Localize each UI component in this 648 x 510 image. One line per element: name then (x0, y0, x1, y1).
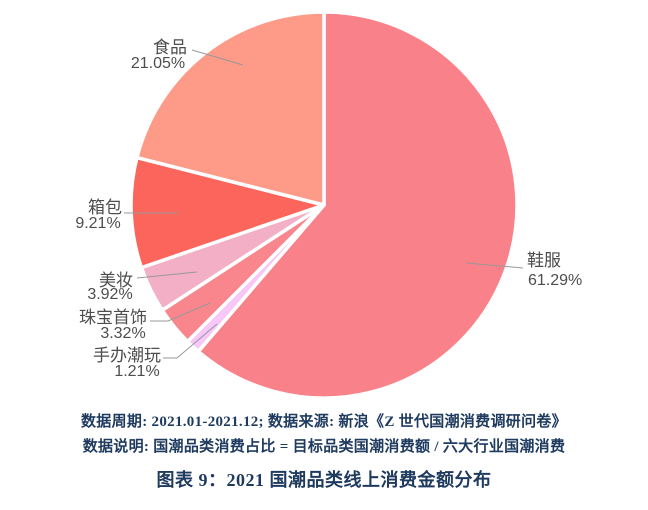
pie-slice-shipin (135, 10, 326, 207)
leader-line-zhubao-shoushi (150, 302, 211, 322)
leader-line-xiefu (465, 262, 524, 269)
slice-percent-xiefu: 61.29% (528, 272, 582, 289)
data-description-note: 数据说明: 国潮品类消费占比 = 目标品类国潮消费额 / 六大行业国潮消费 (82, 439, 566, 455)
slice-percent-meizhuang: 3.92% (87, 286, 132, 303)
slice-percent-zhubao-shoushi: 3.32% (100, 325, 145, 342)
data-period-note: 数据周期: 2021.01-2021.12; 数据来源: 新浪《Z 世代国潮消费… (81, 414, 567, 430)
slice-percent-shouban-chaowan: 1.21% (114, 363, 159, 380)
slice-percent-shipin: 21.05% (131, 55, 185, 72)
slice-percent-xiangbao: 9.21% (75, 215, 120, 232)
slice-label-meizhuang: 美妆 (99, 271, 133, 290)
leader-line-meizhuang (136, 271, 198, 279)
slice-label-zhubao-shoushi: 珠宝首饰 (79, 308, 147, 327)
slice-label-shouban-chaowan: 手办潮玩 (93, 346, 161, 365)
leader-line-shouban-chaowan (163, 323, 218, 359)
slice-label-shipin: 食品 (153, 38, 187, 57)
slice-label-xiefu: 鞋服 (527, 251, 561, 270)
slice-label-xiangbao: 箱包 (88, 198, 122, 217)
leader-line-shipin (191, 49, 244, 66)
figure-caption: 图表 9：2021 国潮品类线上消费金额分布 (156, 470, 492, 490)
pie-slice-xiefu (196, 10, 519, 400)
